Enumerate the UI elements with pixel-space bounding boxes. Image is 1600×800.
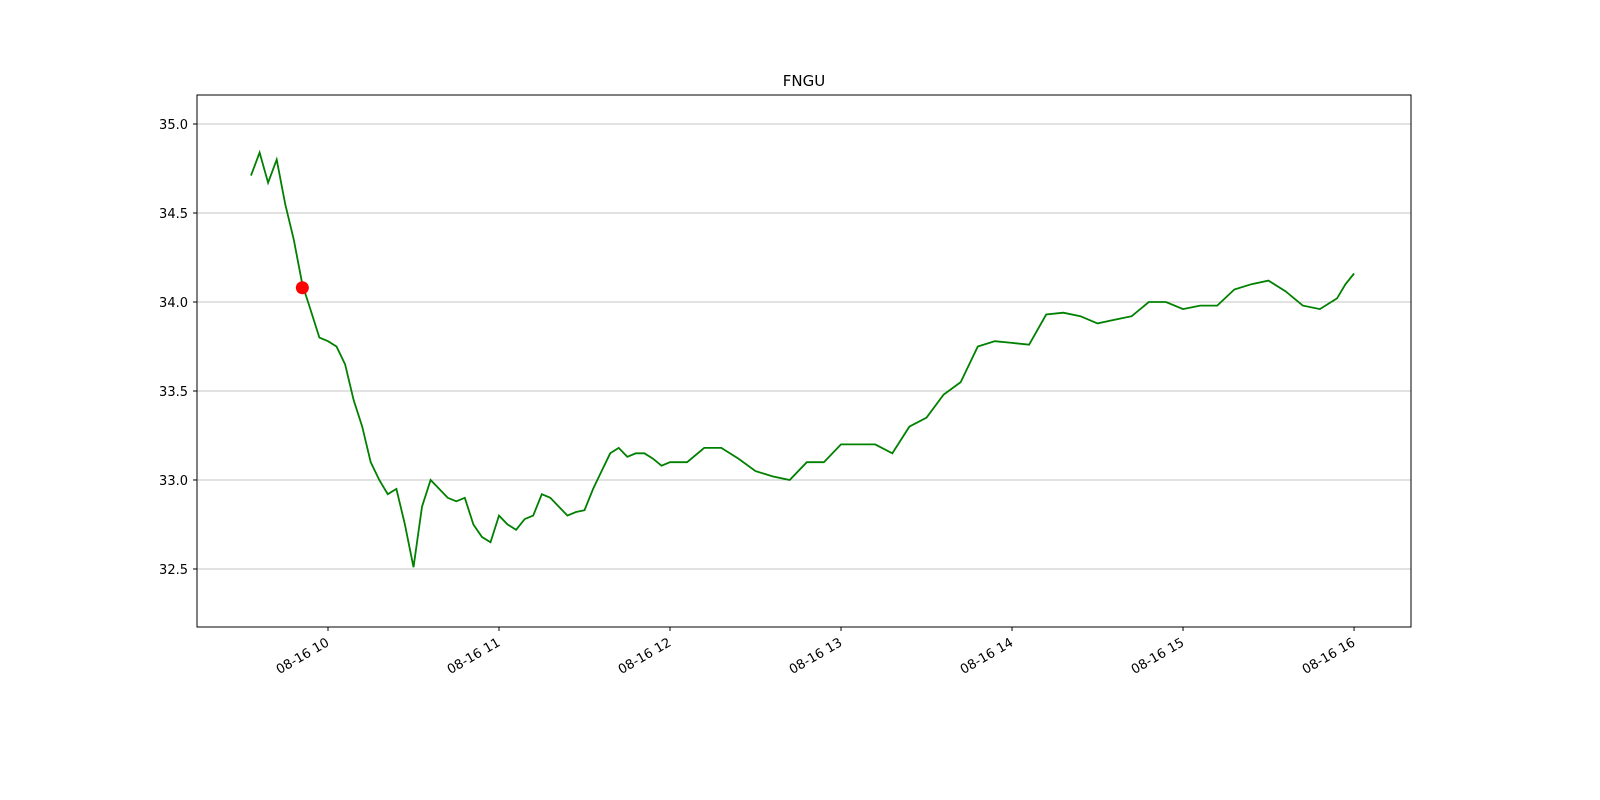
x-tick-label: 08-16 14 [958, 635, 1016, 677]
x-tick-label: 08-16 12 [616, 635, 674, 677]
x-tick-label: 08-16 10 [274, 635, 332, 677]
x-tick-label: 08-16 11 [445, 635, 503, 677]
price-line [250, 149, 1355, 568]
y-tick-label: 33.0 [159, 474, 188, 489]
y-tick-label: 33.5 [159, 385, 188, 400]
y-tick-label: 32.5 [159, 563, 188, 578]
y-tick-label: 35.0 [159, 118, 188, 133]
x-tick-label: 08-16 16 [1300, 635, 1358, 677]
x-tick-label: 08-16 13 [787, 635, 845, 677]
marker-point [295, 281, 309, 295]
x-tick-label: 08-16 15 [1129, 635, 1187, 677]
chart-title: FNGU [783, 72, 825, 90]
y-tick-label: 34.0 [159, 296, 188, 311]
plot-frame [196, 94, 1412, 628]
y-tick-label: 34.5 [159, 207, 188, 222]
